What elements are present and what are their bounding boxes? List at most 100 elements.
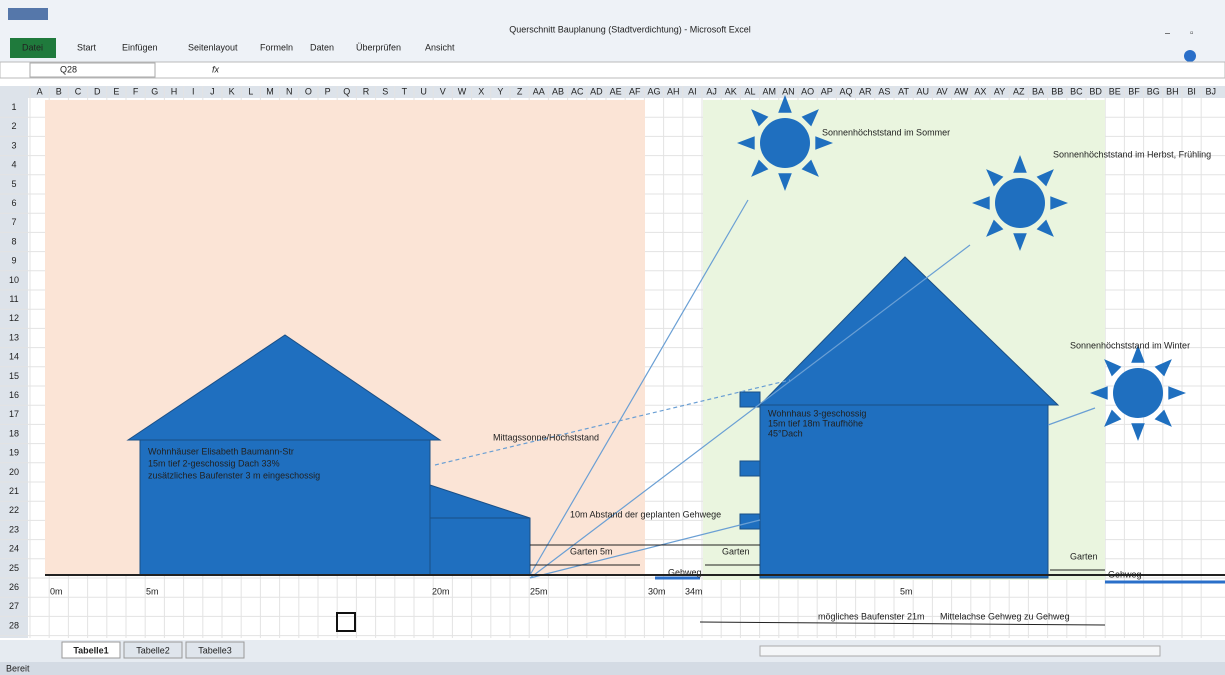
column-header[interactable]: C <box>75 86 82 96</box>
row-header[interactable]: 21 <box>9 486 19 496</box>
column-header[interactable]: O <box>305 86 312 96</box>
column-header[interactable]: G <box>151 86 158 96</box>
row-header[interactable]: 5 <box>11 179 16 189</box>
column-header[interactable]: AH <box>667 86 680 96</box>
column-header[interactable]: BB <box>1051 86 1063 96</box>
name-box[interactable] <box>29 62 156 78</box>
sheet-tab[interactable] <box>61 641 121 659</box>
row-header[interactable]: 10 <box>9 275 19 285</box>
menu-tab[interactable]: Daten <box>310 42 334 52</box>
column-header[interactable]: BI <box>1187 86 1196 96</box>
column-header[interactable]: AR <box>859 86 872 96</box>
row-header[interactable]: 14 <box>9 352 19 362</box>
column-header[interactable]: U <box>420 86 427 96</box>
column-header[interactable]: AG <box>647 86 660 96</box>
column-header[interactable]: R <box>363 86 370 96</box>
column-header[interactable]: BE <box>1109 86 1121 96</box>
minimize[interactable]: – <box>1165 27 1170 37</box>
column-header[interactable]: AO <box>801 86 814 96</box>
row-header[interactable]: 20 <box>9 467 19 477</box>
menu-tab[interactable]: Start <box>77 42 97 52</box>
row-header[interactable]: 2 <box>11 121 16 131</box>
sheet-tab[interactable] <box>123 641 183 659</box>
column-header[interactable]: AC <box>571 86 584 96</box>
row-header[interactable]: 27 <box>9 601 19 611</box>
column-header[interactable]: AT <box>898 86 909 96</box>
row-header[interactable]: 8 <box>11 236 16 246</box>
quick-access[interactable] <box>8 8 48 20</box>
column-header[interactable]: P <box>325 86 331 96</box>
column-header[interactable]: AD <box>590 86 603 96</box>
sheet-tab[interactable] <box>185 641 245 659</box>
menu-tab[interactable]: Formeln <box>260 42 293 52</box>
column-header[interactable]: AA <box>533 86 545 96</box>
column-header[interactable]: N <box>286 86 293 96</box>
column-header[interactable]: AB <box>552 86 564 96</box>
column-header[interactable]: X <box>478 86 484 96</box>
column-header[interactable]: AI <box>688 86 697 96</box>
column-header[interactable]: F <box>133 86 139 96</box>
column-header[interactable]: W <box>458 86 467 96</box>
column-header[interactable]: BC <box>1070 86 1083 96</box>
column-header[interactable]: S <box>382 86 388 96</box>
column-header[interactable]: V <box>440 86 446 96</box>
column-header[interactable]: D <box>94 86 101 96</box>
column-header[interactable]: AW <box>954 86 969 96</box>
column-header[interactable]: AP <box>821 86 833 96</box>
row-header[interactable]: 6 <box>11 198 16 208</box>
column-header[interactable]: AK <box>725 86 737 96</box>
row-header[interactable]: 15 <box>9 371 19 381</box>
help-icon[interactable] <box>1184 50 1196 62</box>
column-header[interactable]: AS <box>878 86 890 96</box>
column-header[interactable]: AY <box>994 86 1005 96</box>
column-header[interactable]: AQ <box>839 86 852 96</box>
row-header[interactable]: 3 <box>11 140 16 150</box>
column-header[interactable]: AU <box>917 86 930 96</box>
column-header[interactable]: T <box>402 86 408 96</box>
column-header[interactable]: AE <box>610 86 622 96</box>
row-header[interactable]: 28 <box>9 620 19 630</box>
column-header[interactable]: B <box>56 86 62 96</box>
row-header[interactable]: 12 <box>9 313 19 323</box>
row-header[interactable]: 24 <box>9 544 19 554</box>
column-header[interactable]: BD <box>1089 86 1102 96</box>
column-header[interactable]: BJ <box>1206 86 1217 96</box>
row-header[interactable]: 16 <box>9 390 19 400</box>
menu-tab[interactable]: Einfügen <box>122 42 158 52</box>
row-header[interactable]: 17 <box>9 409 19 419</box>
horizontal-scrollbar[interactable] <box>759 645 1161 657</box>
row-header[interactable]: 1 <box>11 102 16 112</box>
column-header[interactable]: AN <box>782 86 795 96</box>
column-header[interactable]: AZ <box>1013 86 1025 96</box>
row-header[interactable]: 19 <box>9 448 19 458</box>
row-header[interactable]: 18 <box>9 428 19 438</box>
column-header[interactable]: Y <box>497 86 503 96</box>
column-header[interactable]: BH <box>1166 86 1179 96</box>
column-header[interactable]: Q <box>343 86 350 96</box>
column-header[interactable]: AM <box>762 86 776 96</box>
column-header[interactable]: M <box>266 86 274 96</box>
row-header[interactable]: 22 <box>9 505 19 515</box>
column-header[interactable]: L <box>248 86 253 96</box>
column-header[interactable]: I <box>192 86 195 96</box>
row-header[interactable]: 26 <box>9 582 19 592</box>
row-header[interactable]: 23 <box>9 524 19 534</box>
row-header[interactable]: 13 <box>9 332 19 342</box>
menu-tab[interactable]: Überprüfen <box>356 42 401 52</box>
menu-tab[interactable]: Seitenlayout <box>188 42 238 52</box>
row-header[interactable]: 25 <box>9 563 19 573</box>
column-header[interactable]: E <box>113 86 119 96</box>
column-header[interactable]: BG <box>1147 86 1160 96</box>
row-header[interactable]: 9 <box>11 256 16 266</box>
column-header[interactable]: AV <box>936 86 947 96</box>
row-header[interactable]: 4 <box>11 160 16 170</box>
row-header[interactable]: 11 <box>9 294 18 304</box>
selected-cell[interactable] <box>336 612 356 632</box>
column-header[interactable]: AJ <box>706 86 717 96</box>
column-header[interactable]: BF <box>1128 86 1140 96</box>
column-header[interactable]: AX <box>974 86 986 96</box>
column-header[interactable]: AF <box>629 86 641 96</box>
row-header[interactable]: 7 <box>11 217 16 227</box>
column-header[interactable]: A <box>37 86 43 96</box>
column-header[interactable]: AL <box>744 86 755 96</box>
